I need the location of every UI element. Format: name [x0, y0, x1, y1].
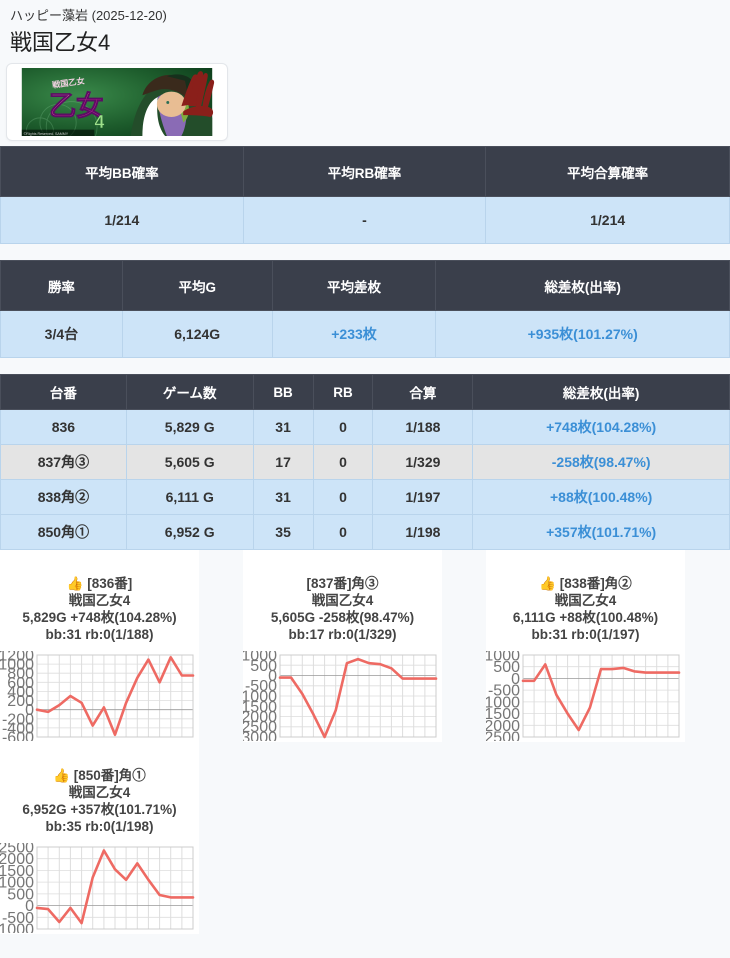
- svg-text:-2500: -2500: [486, 730, 520, 742]
- svg-text:-600: -600: [2, 730, 34, 742]
- svg-text:-3000: -3000: [243, 730, 277, 742]
- svg-text:4: 4: [94, 112, 104, 132]
- svg-text:©Rights Reserved. SAMMY: ©Rights Reserved. SAMMY: [24, 132, 69, 136]
- svg-text:-1000: -1000: [0, 922, 34, 934]
